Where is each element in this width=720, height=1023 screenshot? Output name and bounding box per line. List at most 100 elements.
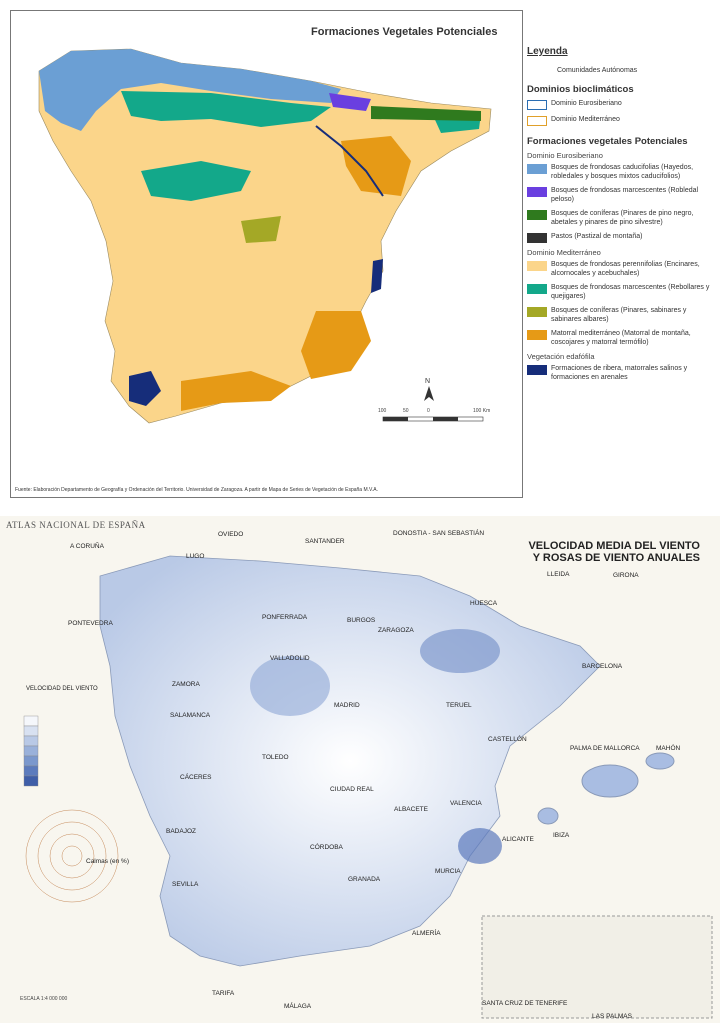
scale-tick: 0 [427,408,430,414]
legend-swatch [527,365,547,375]
legend-item: Formaciones de ribera, matorrales salino… [527,364,717,382]
city-label: BURGOS [347,617,376,624]
legend-swatch [527,187,547,197]
city-label: MAHÓN [656,745,681,752]
scale-tick: 100 Km [473,408,491,414]
city-label: PALMA DE MALLORCA [570,745,640,752]
wind-map-panel: ATLAS NACIONAL DE ESPAÑA VELOCIDAD MEDIA… [0,516,720,1023]
legend-item: Bosques de frondosas caducifolias (Hayed… [527,163,717,181]
wind-zone [420,629,500,673]
city-label: ALICANTE [502,836,534,843]
city-label: MADRID [334,702,360,709]
map-source: Fuente: Elaboración Departamento de Geog… [15,487,378,493]
mallorca [581,764,639,798]
legend-formations-heading: Formaciones vegetales Potenciales [527,136,688,147]
city-label: VALENCIA [450,800,482,807]
ibiza [537,807,559,825]
euro-conifer-zone [371,106,481,121]
city-label: LAS PALMAS [592,1013,632,1020]
wind-title-line: Y ROSAS DE VIENTO ANUALES [532,552,700,564]
city-label: OVIEDO [218,531,244,538]
legend-item: Pastos (Pastizal de montaña) [527,232,717,243]
atlantic-forest [39,49,341,131]
wind-map [23,555,713,1019]
legend-swatch [527,116,547,126]
wind-rose-key [25,809,119,903]
city-label: PONFERRADA [262,614,308,621]
legend-item: Dominio Mediterráneo [527,115,717,126]
albufera-wetland [371,259,383,293]
legend-swatch [527,210,547,220]
city-label: DONOSTIA - SAN SEBASTIÁN [393,530,485,537]
city-label: ZARAGOZA [378,627,414,634]
city-label: ZAMORA [172,681,200,688]
city-label: MÁLAGA [284,1003,312,1010]
city-label: BARCELONA [582,663,623,670]
legend-swatch [527,164,547,174]
wind-zone [458,828,502,864]
city-label: GRANADA [348,876,381,883]
wind-map-title: VELOCIDAD MEDIA DEL VIENTO Y ROSAS DE VI… [528,540,700,564]
city-label: CÁCERES [180,774,212,781]
legend-title: Leyenda [527,46,568,57]
euro-marcescent-zone [329,93,371,111]
conifer-zone-2 [241,216,281,243]
legend-item: Bosques de frondosas marcescentes (Roble… [527,186,717,204]
city-label: TOLEDO [262,754,289,761]
wind-zone [250,656,330,716]
svg-text:N: N [425,378,430,385]
vegetation-map: N [38,48,492,424]
legend-label: Bosques de frondosas perennifolias (Enci… [551,261,700,277]
city-label: CÓRDOBA [310,844,343,851]
legend-med-subheading: Dominio Mediterráneo [527,248,601,257]
city-label: TERUEL [446,702,472,709]
legend-label: Dominio Mediterráneo [551,116,620,123]
city-label: HUESCA [470,600,498,607]
donana-wetland [129,371,161,406]
legend-swatch [527,284,547,294]
legend-label: Bosques de coníferas (Pinares de pino ne… [551,210,694,226]
north-arrow: N [424,378,434,401]
city-label: ALBACETE [394,806,428,813]
legend-item: Bosques de frondosas marcescentes (Rebol… [527,283,717,301]
legend-swatch [527,330,547,340]
atlas-label: ATLAS NACIONAL DE ESPAÑA [6,520,146,530]
scale-tick: 100 [378,408,387,414]
legend-label: Bosques de frondosas caducifolias (Hayed… [551,164,694,180]
map-legend: Leyenda Comunidades Autónomas Dominios b… [527,46,717,387]
scale-tick: 50 [403,408,409,414]
city-label: TARIFA [212,990,235,997]
legend-item: Bosques de frondosas perennifolias (Enci… [527,260,717,278]
city-label: PONTEVEDRA [68,620,113,627]
scale-note: ESCALA 1:4 000 000 [20,996,68,1002]
map-title: Formaciones Vegetales Potenciales [311,26,498,38]
city-label: IBIZA [553,832,570,839]
city-label: SANTA CRUZ DE TENERIFE [482,1000,568,1007]
legend-edaphic-subheading: Vegetación edafófila [527,352,595,361]
city-label: SEVILLA [172,881,199,888]
scrub-zone-south [181,371,291,411]
legend-label: Pastos (Pastizal de montaña) [551,233,643,240]
marcescent-zone-2 [141,161,251,201]
scrub-zone-southeast [301,311,371,379]
calm-label: Calmas (en %) [86,858,129,865]
velocity-legend-title: VELOCIDAD DEL VIENTO [26,686,98,692]
legend-label: Bosques de coníferas (Pinares, sabinares… [551,307,687,323]
legend-swatch [527,100,547,110]
city-label: GIRONA [613,572,639,579]
vegetation-map-panel: Formaciones Vegetales Potenciales N [10,10,523,498]
marcescent-zone [121,91,331,127]
legend-label: Dominio Eurosiberiano [551,100,622,107]
city-label: BADAJOZ [166,828,196,835]
legend-item: Dominio Eurosiberiano [527,99,717,110]
menorca [645,752,675,770]
city-label: LLEIDA [547,571,570,578]
city-label: LUGO [186,553,205,560]
legend-swatch [527,307,547,317]
city-label: A CORUÑA [70,543,104,550]
city-label: ALMERÍA [412,930,441,937]
legend-swatch [527,261,547,271]
legend-domains-heading: Dominios bioclimáticos [527,84,634,95]
city-label: CIUDAD REAL [330,786,374,793]
legend-item: Bosques de coníferas (Pinares de pino ne… [527,209,717,227]
